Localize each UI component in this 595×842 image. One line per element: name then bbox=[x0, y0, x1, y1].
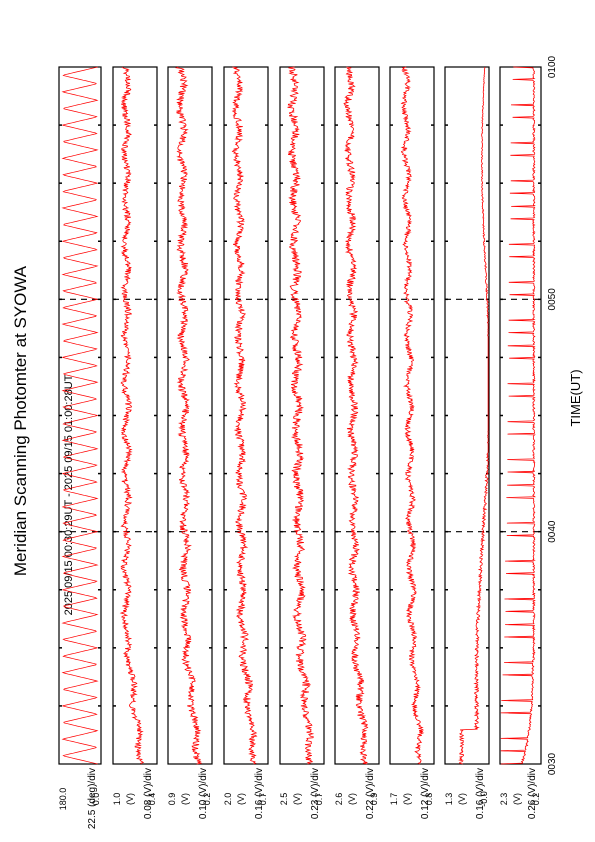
panel-ch7: 1.3 (V) -0.00.16 (V)/div bbox=[444, 66, 490, 819]
panel-scan: 180.0 0.022.5 (deg)/div bbox=[58, 66, 102, 829]
ytick-bottom-ch4: 0.7 bbox=[314, 793, 324, 806]
panel-ch3: 2.0 (V) 0.70.16 (V)/div bbox=[223, 66, 269, 819]
scale-label-scan: 22.5 (deg)/div bbox=[87, 768, 98, 829]
ytick-top-ch5: 2.6 bbox=[334, 793, 344, 806]
scale-label-ch5: 0.22 (V)/div bbox=[365, 768, 376, 819]
panel-frame bbox=[334, 66, 380, 765]
panel-frame bbox=[279, 66, 325, 765]
ytick-bottom-ch6: 0.8 bbox=[424, 793, 434, 806]
ytick-top-scan: 180.0 bbox=[58, 788, 68, 811]
trace-ch4 bbox=[287, 66, 315, 765]
panel-ch5: 2.6 (V) 0.90.22 (V)/div bbox=[334, 66, 380, 819]
unit-ch7: (V) bbox=[457, 793, 467, 805]
panel-ch1: 1.0 (V) 0.40.08 (V)/div bbox=[112, 66, 158, 819]
scale-label-ch3: 0.16 (V)/div bbox=[254, 768, 265, 819]
ytick-top-ch3: 2.0 bbox=[223, 793, 233, 806]
panel-frame bbox=[223, 66, 269, 765]
ytick-bottom-ch3: 0.7 bbox=[258, 793, 268, 806]
unit-ch2: (V) bbox=[180, 793, 190, 805]
ytick-top-ch1: 1.0 bbox=[112, 793, 122, 806]
unit-ch3: (V) bbox=[236, 793, 246, 805]
trace-ch5 bbox=[343, 66, 369, 765]
panel-ch4: 2.5 (V) 0.70.23 (V)/div bbox=[279, 66, 325, 819]
scale-label-ch6: 0.12 (V)/div bbox=[420, 768, 431, 819]
time-axis: 0030 0040 0050 0100 bbox=[547, 55, 558, 775]
unit-ch5: (V) bbox=[347, 793, 357, 805]
xtick-0030: 0030 bbox=[547, 752, 558, 775]
trace-ch6 bbox=[400, 66, 425, 765]
time-range-label: 2025 09/15 00:30:29UT - 2025 09/15 01:00… bbox=[63, 374, 75, 615]
ytick-top-ch6: 1.7 bbox=[389, 793, 399, 806]
ytick-top-ch7: 1.3 bbox=[444, 793, 454, 806]
ytick-bottom-scan: 0.0 bbox=[91, 793, 101, 806]
panel-frame bbox=[112, 66, 158, 765]
unit-ch1: (V) bbox=[125, 793, 135, 805]
xtick-0040: 0040 bbox=[547, 520, 558, 543]
ytick-top-ch2: 0.9 bbox=[167, 793, 177, 806]
scale-label-ch1: 0.08 (V)/div bbox=[143, 768, 154, 819]
ytick-top-ch8: 2.3 bbox=[499, 793, 509, 806]
scale-label-ch7: 0.16 (V)/div bbox=[475, 768, 486, 819]
panel-frame bbox=[389, 66, 435, 765]
ytick-bottom-ch5: 0.9 bbox=[369, 793, 379, 806]
xtick-0050: 0050 bbox=[547, 288, 558, 311]
unit-ch8: (V) bbox=[512, 793, 522, 805]
unit-ch6: (V) bbox=[402, 793, 412, 805]
panel-ch6: 1.7 (V) 0.80.12 (V)/div bbox=[389, 66, 435, 819]
scale-label-ch2: 0.10 (V)/div bbox=[198, 768, 209, 819]
trace-ch3 bbox=[231, 66, 258, 765]
panel-frame bbox=[167, 66, 213, 765]
figure-title: Meridian Scanning Photomter at SYOWA bbox=[11, 265, 30, 576]
trace-ch7 bbox=[458, 67, 489, 765]
panel-ch2: 0.9 (V) 0.20.10 (V)/div bbox=[167, 66, 213, 819]
trace-scan bbox=[61, 66, 99, 765]
ytick-bottom-ch7: -0.0 bbox=[479, 791, 489, 807]
trace-ch2 bbox=[174, 66, 202, 765]
ytick-top-ch4: 2.5 bbox=[279, 793, 289, 806]
x-axis-title: TIME(UT) bbox=[568, 369, 583, 426]
ytick-bottom-ch8: 0.2 bbox=[531, 793, 541, 806]
xtick-0100: 0100 bbox=[547, 55, 558, 78]
ytick-bottom-ch2: 0.2 bbox=[202, 793, 212, 806]
ytick-bottom-ch1: 0.4 bbox=[147, 793, 157, 806]
scale-label-ch8: 0.26 (V)/div bbox=[527, 768, 538, 819]
trace-ch1 bbox=[119, 66, 145, 765]
unit-ch4: (V) bbox=[292, 793, 302, 805]
trace-ch8 bbox=[500, 66, 536, 765]
panel-ch8: 2.3 (V) 0.20.26 (V)/div bbox=[499, 66, 542, 819]
scale-label-ch4: 0.23 (V)/div bbox=[310, 768, 321, 819]
panel-group: 180.0 0.022.5 (deg)/div 1.0 (V) 0.40.08 (V)/… bbox=[58, 66, 542, 829]
